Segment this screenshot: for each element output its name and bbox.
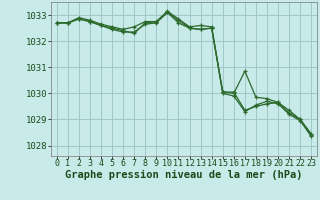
X-axis label: Graphe pression niveau de la mer (hPa): Graphe pression niveau de la mer (hPa) xyxy=(65,170,303,180)
